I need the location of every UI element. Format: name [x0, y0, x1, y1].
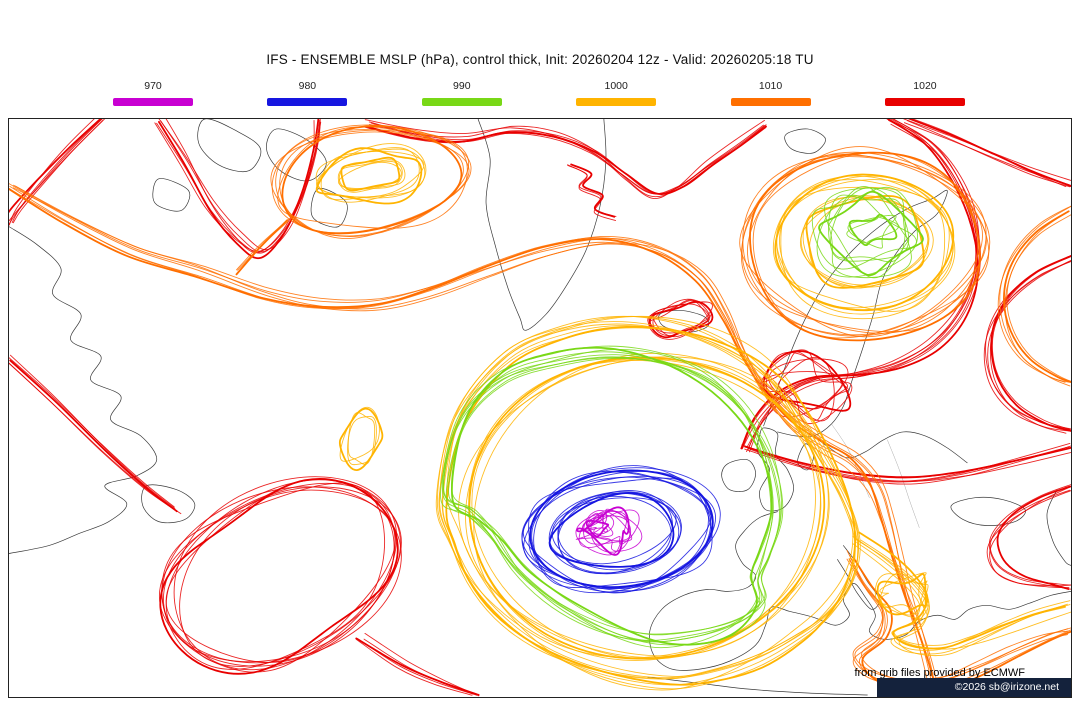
map-panel: from grib files provided by ECMWF ©2026 …	[8, 118, 1072, 698]
legend-item-970: 970	[113, 80, 193, 106]
legend-label: 990	[422, 80, 502, 92]
legend-item-1020: 1020	[885, 80, 965, 106]
legend-label: 1020	[885, 80, 965, 92]
pressure-legend: 970 980 990 1000 1010 1020	[113, 80, 965, 106]
legend-label: 1000	[576, 80, 656, 92]
ensemble-mslp-page: IFS - ENSEMBLE MSLP (hPa), control thick…	[0, 0, 1080, 718]
legend-swatch	[267, 98, 347, 106]
contour-map-canvas	[9, 119, 1071, 697]
legend-label: 1010	[731, 80, 811, 92]
legend-label: 980	[267, 80, 347, 92]
legend-item-990: 990	[422, 80, 502, 106]
chart-title: IFS - ENSEMBLE MSLP (hPa), control thick…	[0, 52, 1080, 67]
legend-swatch	[422, 98, 502, 106]
legend-swatch	[113, 98, 193, 106]
legend-label: 970	[113, 80, 193, 92]
legend-swatch	[885, 98, 965, 106]
legend-item-980: 980	[267, 80, 347, 106]
legend-item-1000: 1000	[576, 80, 656, 106]
legend-swatch	[576, 98, 656, 106]
legend-swatch	[731, 98, 811, 106]
legend-item-1010: 1010	[731, 80, 811, 106]
credit-copyright: ©2026 sb@irizone.net	[877, 678, 1071, 697]
